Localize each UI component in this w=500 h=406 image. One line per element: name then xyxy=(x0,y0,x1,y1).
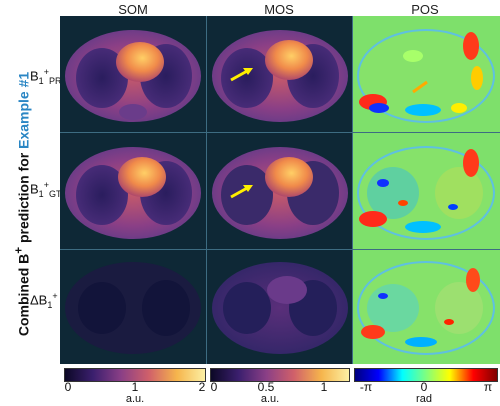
title-prefix: Combined B xyxy=(15,253,32,337)
divider-row-1 xyxy=(60,132,500,133)
column-header-som: SOM xyxy=(118,2,148,17)
figure-title: Combined B+ prediction for Example #1 xyxy=(13,72,32,336)
panel-delta-som xyxy=(60,250,206,364)
column-header-mos: MOS xyxy=(264,2,294,17)
image-grid xyxy=(60,16,500,364)
tick-pos-1: 0 xyxy=(420,380,428,394)
tick-mos-2: 1 xyxy=(320,380,328,394)
tick-som-2: 2 xyxy=(198,380,206,394)
divider-row-2 xyxy=(60,249,500,250)
panel-pr-mos xyxy=(207,16,353,132)
unit-som: a.u. xyxy=(125,393,145,405)
tick-mos-1: 0.5 xyxy=(257,380,275,394)
row-label-pr: B1+PR xyxy=(30,67,62,86)
row-label-gt: B1+GT xyxy=(30,180,62,199)
title-accent: Example #1 xyxy=(15,71,32,149)
colorbar-som xyxy=(64,368,206,382)
unit-mos: a.u. xyxy=(260,393,280,405)
tick-mos-0: 0 xyxy=(210,380,218,394)
tick-som-1: 1 xyxy=(131,380,139,394)
colorbar-mos xyxy=(210,368,350,382)
tick-pos-2: π xyxy=(483,380,493,394)
tick-som-0: 0 xyxy=(64,380,72,394)
column-header-pos: POS xyxy=(411,2,439,17)
tick-pos-0: -π xyxy=(359,380,373,394)
panel-delta-mos xyxy=(207,250,353,364)
panel-gt-mos xyxy=(207,133,353,249)
panel-pr-pos xyxy=(353,16,500,132)
panel-delta-pos xyxy=(353,250,500,364)
title-middle: prediction for xyxy=(15,148,32,247)
panel-gt-som xyxy=(60,133,206,249)
panel-gt-pos xyxy=(353,133,500,249)
row-label-delta: ΔB1+ xyxy=(30,291,58,310)
divider-col-2 xyxy=(352,16,353,364)
colorbar-pos xyxy=(354,368,498,382)
title-sup: + xyxy=(12,246,26,254)
divider-col-1 xyxy=(206,16,207,364)
unit-pos: rad xyxy=(416,393,432,405)
panel-pr-som xyxy=(60,16,206,132)
